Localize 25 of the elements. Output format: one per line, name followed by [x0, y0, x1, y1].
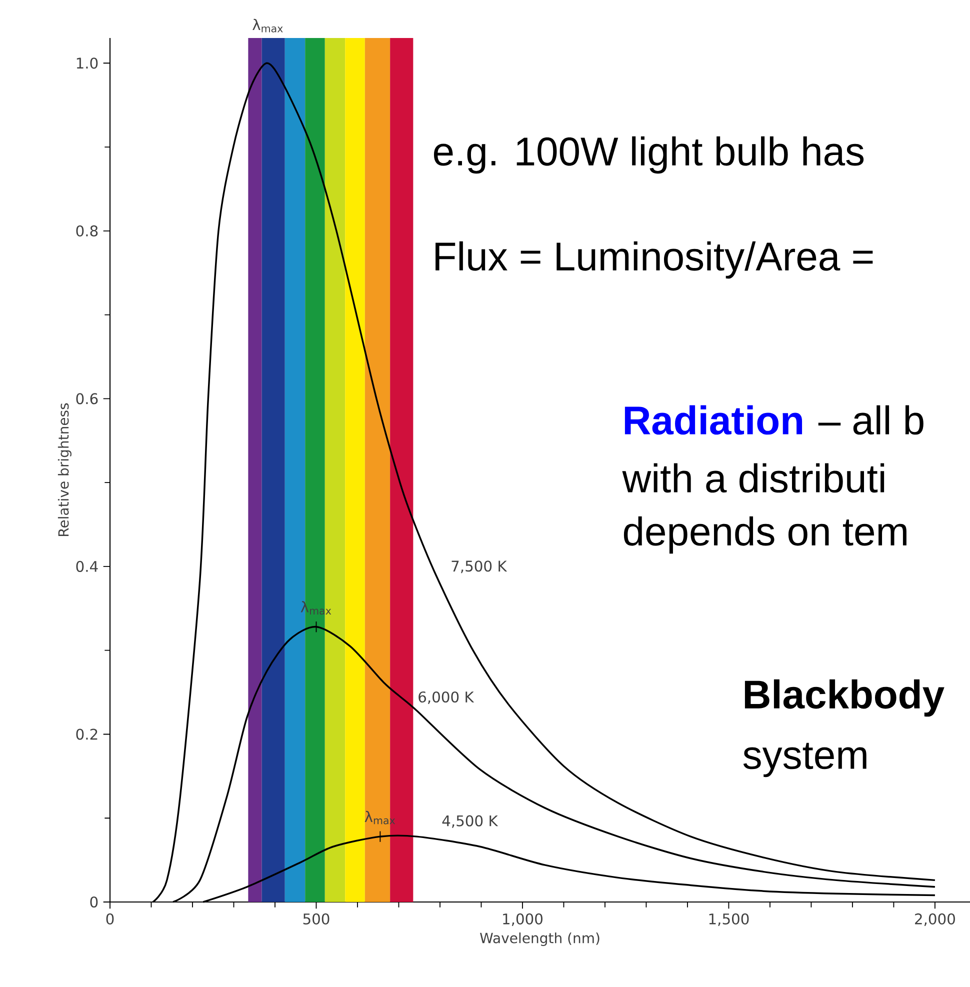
annotation: – all b [818, 405, 924, 435]
annotation: Blackbody [744, 679, 944, 717]
x-tick-label: 2,000 [915, 913, 955, 926]
series-label: 4,500 K [442, 815, 498, 828]
x-axis-title: Wavelength (nm) [480, 932, 600, 946]
y-tick-label: 0 [90, 896, 98, 908]
x-tick-label: 1,000 [503, 913, 542, 926]
series-label: 7,500 K [452, 560, 508, 574]
x-tick-label: 0 [106, 913, 114, 924]
annotation: Flux = Luminosity/Area = [436, 241, 873, 279]
annotation: with a distributi [622, 463, 884, 493]
y-tick-label: 0.6 [76, 393, 98, 404]
annotation: system [743, 742, 866, 778]
annotation: e.g. 100W light bulb has [434, 136, 864, 174]
annotation: Radiation [624, 405, 802, 435]
y-tick-label: 0.2 [76, 728, 98, 740]
annotation: λ$_{max}$ [252, 18, 283, 32]
y-tick-label: 1.0 [76, 58, 98, 69]
series-label: 6,000 K [418, 691, 474, 704]
y-tick-label: 0.4 [76, 560, 98, 572]
y-tick-label: 0.8 [76, 225, 98, 236]
y-axis-title: Relative brightness [58, 403, 72, 536]
annotation: depends on tem [624, 516, 906, 554]
x-tick-label: 500 [303, 913, 330, 924]
x-tick-label: 1,500 [709, 913, 749, 926]
